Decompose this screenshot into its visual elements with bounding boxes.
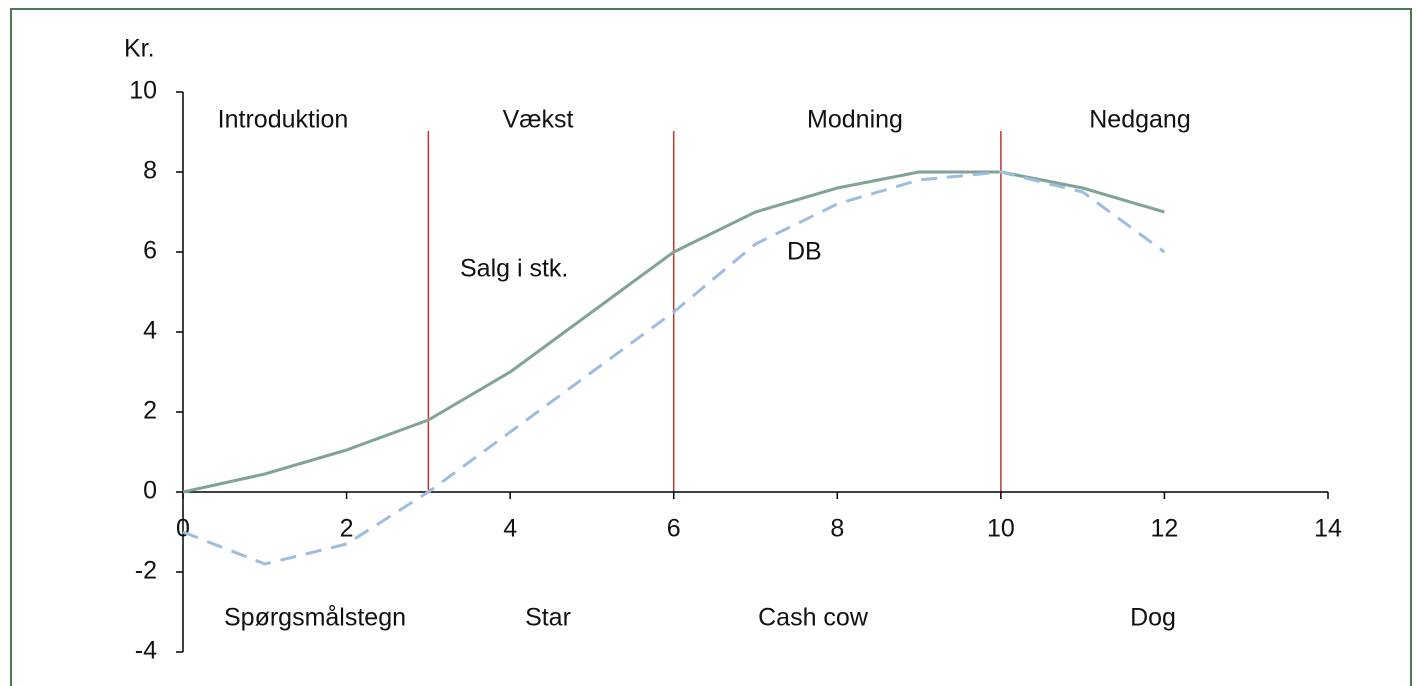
y-axis-label: Kr. [124,35,155,63]
portfolio-label: Cash cow [758,604,869,632]
y-tick-label: 10 [129,77,157,105]
x-tick-label: 2 [340,515,354,543]
x-tick-label: 14 [1314,515,1342,543]
y-tick-label: 0 [143,477,157,505]
portfolio-label: Star [525,604,571,632]
y-tick-label: 4 [143,317,157,345]
series-label: DB [787,238,822,266]
y-tick-label: 2 [143,397,157,425]
portfolio-label: Spørgsmålstegn [224,604,406,632]
x-tick-label: 4 [503,515,517,543]
phase-label: Vækst [503,106,574,134]
phase-label: Nedgang [1089,106,1190,134]
y-tick-label: -2 [135,557,157,585]
y-tick-label: 8 [143,157,157,185]
x-tick-label: 6 [667,515,681,543]
series-line [182,170,1166,566]
frame [10,8,1412,686]
phase-label: Modning [807,106,903,134]
series-label: Salg i stk. [460,255,568,283]
portfolio-label: Dog [1130,604,1176,632]
x-tick-label: 8 [830,515,844,543]
y-tick-label: -4 [135,637,157,665]
y-tick-label: 6 [143,237,157,265]
x-tick-label: 0 [176,515,190,543]
x-tick-label: 12 [1151,515,1179,543]
x-tick-label: 10 [987,515,1015,543]
phase-label: Introduktion [218,106,349,134]
